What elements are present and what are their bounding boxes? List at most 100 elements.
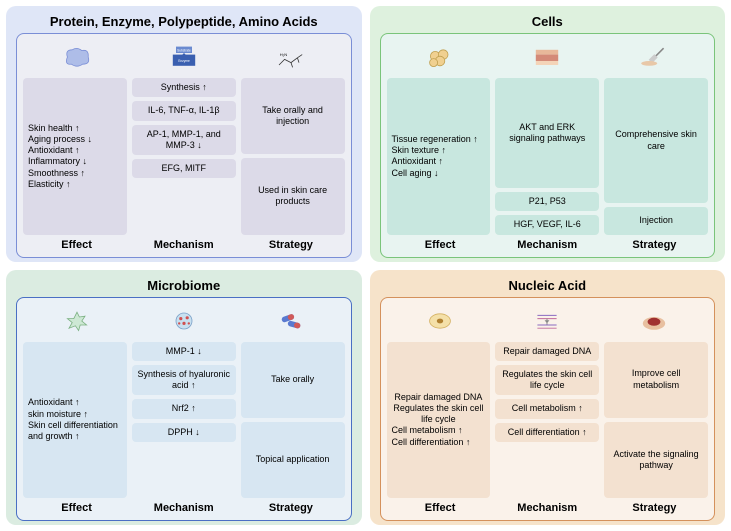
strat-box: Take orally and injection bbox=[241, 78, 345, 154]
effect-box: Antioxidant ↑ skin moisture ↑ Skin cell … bbox=[23, 342, 127, 499]
panel-inner: Antioxidant ↑ skin moisture ↑ Skin cell … bbox=[16, 297, 352, 522]
effect-box: Repair damaged DNA Regulates the skin ce… bbox=[387, 342, 491, 499]
mech-box: AKT and ERK signaling pathways bbox=[495, 78, 599, 188]
txt: Repair damaged DNA bbox=[392, 392, 486, 403]
panel-nucleic: Nucleic Acid Repair damaged DNA Regulate… bbox=[370, 270, 726, 526]
txt: Aging process ↓ bbox=[28, 134, 92, 145]
effect-box: Tissue regeneration ↑ Skin texture ↑ Ant… bbox=[387, 78, 491, 235]
txt: Antioxidant ↑ bbox=[28, 145, 80, 156]
footer-mechanism: Mechanism bbox=[494, 502, 601, 514]
footer-strategy: Strategy bbox=[601, 239, 708, 251]
txt: Antioxidant ↑ bbox=[28, 397, 80, 408]
mech-box: HGF, VEGF, IL-6 bbox=[495, 215, 599, 234]
pills-icon bbox=[275, 307, 307, 335]
icon-row: Substrate Enzyme H₂N bbox=[23, 40, 345, 74]
mech-box: Repair damaged DNA bbox=[495, 342, 599, 361]
footer-strategy: Strategy bbox=[237, 239, 344, 251]
panel-inner: Tissue regeneration ↑ Skin texture ↑ Ant… bbox=[380, 33, 716, 258]
panel-title: Cells bbox=[380, 10, 716, 33]
txt: Elasticity ↑ bbox=[28, 179, 71, 190]
footer-effect: Effect bbox=[387, 502, 494, 514]
mech-box: Cell differentiation ↑ bbox=[495, 423, 599, 442]
dna-replication-icon bbox=[531, 307, 563, 335]
panel-inner: Substrate Enzyme H₂N Skin health ↑ Aging … bbox=[16, 33, 352, 258]
mech-box: MMP-1 ↓ bbox=[132, 342, 236, 361]
strat-box: Injection bbox=[604, 207, 708, 234]
svg-text:H₂N: H₂N bbox=[280, 52, 287, 57]
txt: Tissue regeneration ↑ bbox=[392, 134, 478, 145]
icon-row bbox=[387, 304, 709, 338]
nucleus-icon bbox=[424, 307, 456, 335]
footer-effect: Effect bbox=[23, 239, 130, 251]
protein-blob-icon bbox=[61, 43, 93, 71]
txt: Skin texture ↑ bbox=[392, 145, 447, 156]
virus-icon bbox=[168, 307, 200, 335]
txt: Cell metabolism ↑ bbox=[392, 425, 463, 436]
footer-effect: Effect bbox=[387, 239, 494, 251]
strat-box: Used in skin care products bbox=[241, 158, 345, 234]
txt: Smoothness ↑ bbox=[28, 168, 85, 179]
mech-box: Cell metabolism ↑ bbox=[495, 399, 599, 418]
strategy-col: Take orally Topical application bbox=[241, 342, 345, 499]
columns: Skin health ↑ Aging process ↓ Antioxidan… bbox=[23, 78, 345, 235]
effect-col: Antioxidant ↑ skin moisture ↑ Skin cell … bbox=[23, 342, 127, 499]
mechanism-col: Synthesis ↑ IL-6, TNF-α, IL-1β AP-1, MMP… bbox=[132, 78, 236, 235]
effect-box: Skin health ↑ Aging process ↓ Antioxidan… bbox=[23, 78, 127, 235]
strat-box: Improve cell metabolism bbox=[604, 342, 708, 418]
wound-icon bbox=[638, 307, 670, 335]
mech-box: DPPH ↓ bbox=[132, 423, 236, 442]
microbe-star-icon bbox=[61, 307, 93, 335]
columns: Antioxidant ↑ skin moisture ↑ Skin cell … bbox=[23, 342, 345, 499]
footer-row: Effect Mechanism Strategy bbox=[23, 239, 345, 251]
footer-effect: Effect bbox=[23, 502, 130, 514]
strategy-col: Improve cell metabolism Activate the sig… bbox=[604, 342, 708, 499]
strat-box: Take orally bbox=[241, 342, 345, 418]
skin-layers-icon bbox=[531, 43, 563, 71]
txt: Cell aging ↓ bbox=[392, 168, 439, 179]
effect-col: Repair damaged DNA Regulates the skin ce… bbox=[387, 342, 491, 499]
mech-box: EFG, MITF bbox=[132, 159, 236, 178]
svg-text:Enzyme: Enzyme bbox=[178, 59, 190, 63]
icon-row bbox=[23, 304, 345, 338]
panel-protein: Protein, Enzyme, Polypeptide, Amino Acid… bbox=[6, 6, 362, 262]
mechanism-col: Repair damaged DNA Regulates the skin ce… bbox=[495, 342, 599, 499]
columns: Tissue regeneration ↑ Skin texture ↑ Ant… bbox=[387, 78, 709, 235]
mech-box: IL-6, TNF-α, IL-1β bbox=[132, 101, 236, 120]
strat-box: Comprehensive skin care bbox=[604, 78, 708, 203]
mech-box: AP-1, MMP-1, and MMP-3 ↓ bbox=[132, 125, 236, 156]
columns: Repair damaged DNA Regulates the skin ce… bbox=[387, 342, 709, 499]
mech-box: Nrf2 ↑ bbox=[132, 399, 236, 418]
strategy-col: Comprehensive skin care Injection bbox=[604, 78, 708, 235]
txt: Regulates the skin cell life cycle bbox=[392, 403, 486, 426]
mechanism-col: MMP-1 ↓ Synthesis of hyaluronic acid ↑ N… bbox=[132, 342, 236, 499]
footer-mechanism: Mechanism bbox=[130, 502, 237, 514]
svg-text:Substrate: Substrate bbox=[177, 48, 191, 52]
panel-microbiome: Microbiome Antioxidant ↑ skin moisture ↑… bbox=[6, 270, 362, 526]
mech-box: P21, P53 bbox=[495, 192, 599, 211]
strategy-col: Take orally and injection Used in skin c… bbox=[241, 78, 345, 235]
footer-mechanism: Mechanism bbox=[494, 239, 601, 251]
txt: Cell differentiation ↑ bbox=[392, 437, 471, 448]
panel-title: Nucleic Acid bbox=[380, 274, 716, 297]
icon-row bbox=[387, 40, 709, 74]
mech-box: Synthesis of hyaluronic acid ↑ bbox=[132, 365, 236, 396]
footer-row: Effect Mechanism Strategy bbox=[387, 502, 709, 514]
mechanism-col: AKT and ERK signaling pathways P21, P53 … bbox=[495, 78, 599, 235]
txt: skin moisture ↑ bbox=[28, 409, 88, 420]
txt: Inflammatory ↓ bbox=[28, 156, 87, 167]
panel-cells: Cells Tissue regeneration ↑ Skin texture… bbox=[370, 6, 726, 262]
panel-title: Protein, Enzyme, Polypeptide, Amino Acid… bbox=[16, 10, 352, 33]
strat-box: Activate the signaling pathway bbox=[604, 422, 708, 498]
strat-box: Topical application bbox=[241, 422, 345, 498]
effect-col: Skin health ↑ Aging process ↓ Antioxidan… bbox=[23, 78, 127, 235]
footer-strategy: Strategy bbox=[237, 502, 344, 514]
effect-col: Tissue regeneration ↑ Skin texture ↑ Ant… bbox=[387, 78, 491, 235]
enzyme-substrate-icon: Substrate Enzyme bbox=[168, 43, 200, 71]
footer-row: Effect Mechanism Strategy bbox=[387, 239, 709, 251]
mech-box: Synthesis ↑ bbox=[132, 78, 236, 97]
molecule-icon: H₂N bbox=[275, 43, 307, 71]
cell-cluster-icon bbox=[424, 43, 456, 71]
syringe-icon bbox=[638, 43, 670, 71]
footer-mechanism: Mechanism bbox=[130, 239, 237, 251]
txt: Skin health ↑ bbox=[28, 123, 80, 134]
